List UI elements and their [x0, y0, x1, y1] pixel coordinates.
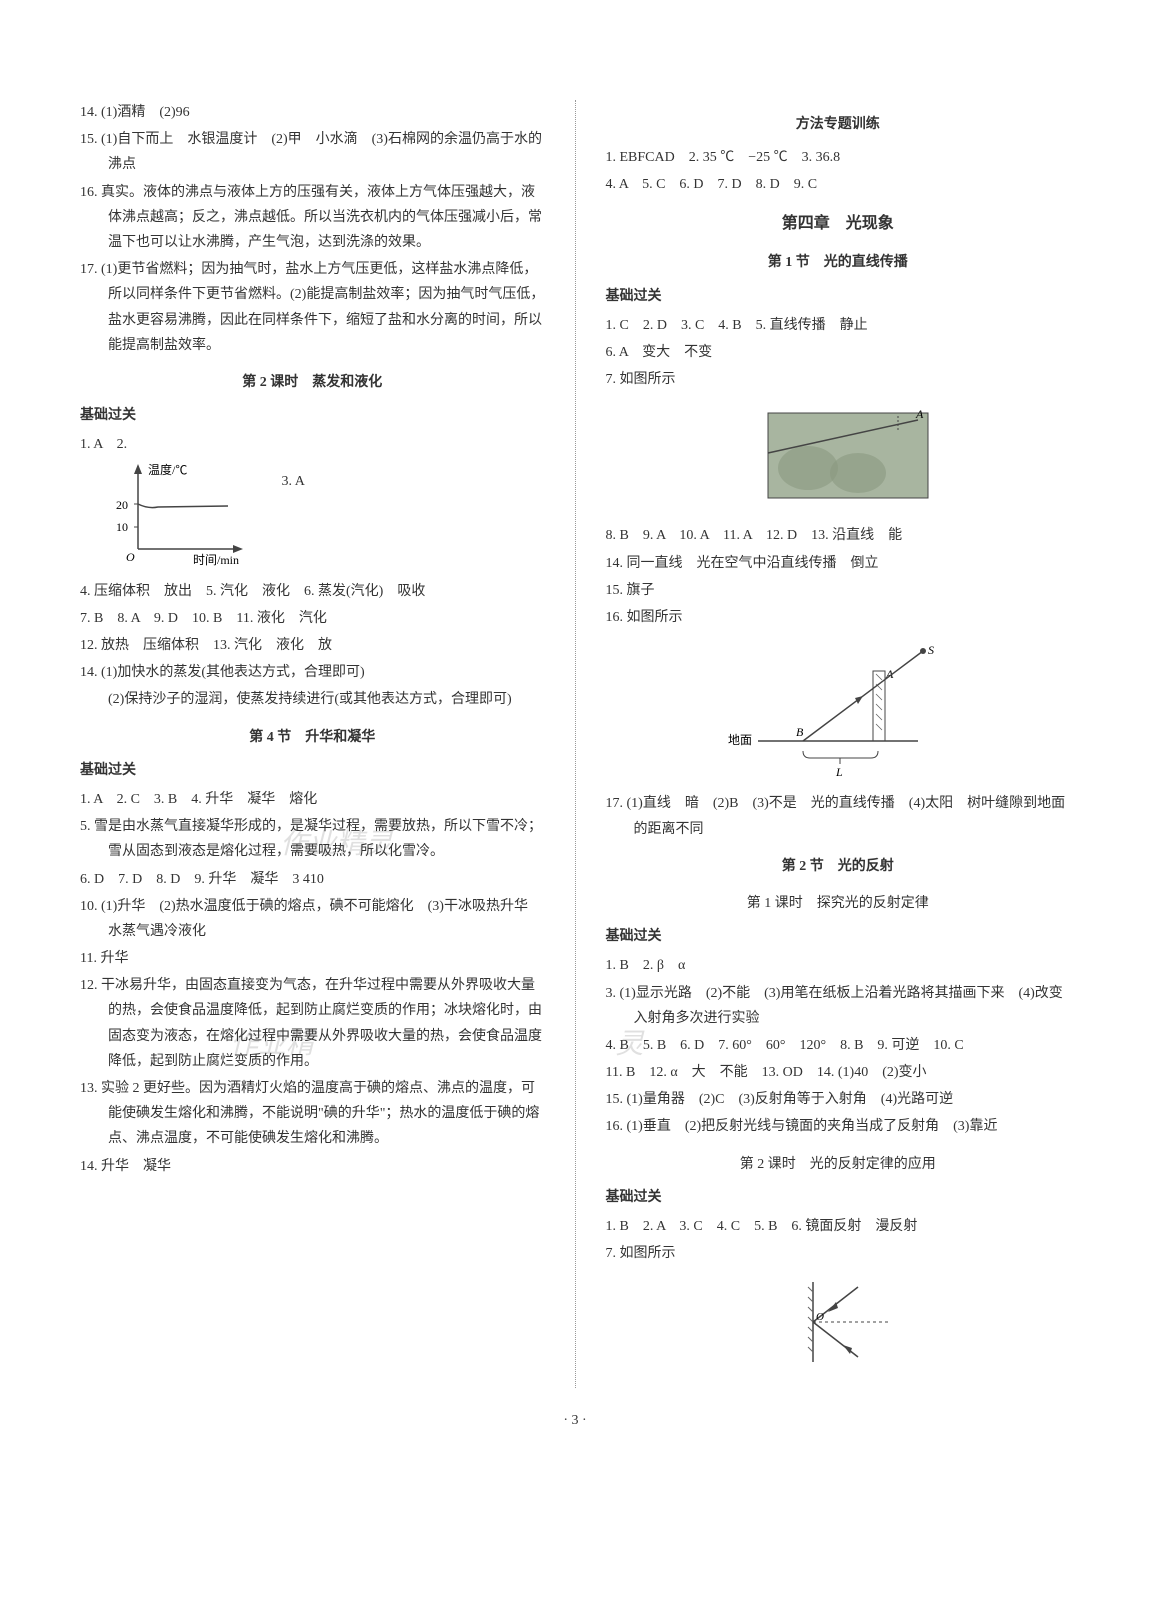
page-container: 14. (1)酒精 (2)96 15. (1)自下而上 水银温度计 (2)甲 小… [80, 100, 1070, 1388]
answer-item: 8. B 9. A 10. A 11. A 12. D 13. 沿直线 能 [606, 523, 1071, 548]
answer-item: 14. 同一直线 光在空气中沿直线传播 倒立 [606, 551, 1071, 576]
diagram-label: A [915, 407, 924, 421]
subsection-label: 基础过关 [606, 924, 1071, 949]
subsection-label: 基础过关 [606, 1185, 1071, 1210]
section-title: 方法专题训练 [606, 112, 1071, 137]
answer-item: 1. A 2. C 3. B 4. 升华 凝华 熔化 [80, 787, 545, 812]
diagram-container: 地面 A S B L [606, 636, 1071, 785]
answer-item: 14. 升华 凝华 [80, 1154, 545, 1179]
answer-item: 4. A 5. C 6. D 7. D 8. D 9. C [606, 172, 1071, 197]
answer-item: 15. (1)自下而上 水银温度计 (2)甲 小水滴 (3)石棉网的余温仍高于水… [80, 127, 545, 177]
chart-ytick: 10 [116, 520, 128, 534]
section-title: 第 1 节 光的直线传播 [606, 250, 1071, 275]
light-diagram-2: 地面 A S B L [718, 636, 958, 776]
subsection-label: 基础过关 [80, 758, 545, 783]
diagram-label: 地面 [728, 733, 752, 747]
answer-item: 10. (1)升华 (2)热水温度低于碘的熔点，碘不可能熔化 (3)干冰吸热升华… [80, 894, 545, 944]
section-title: 第 4 节 升华和凝华 [80, 725, 545, 750]
answer-item: 7. 如图所示 [606, 1241, 1071, 1266]
answer-item: 1. C 2. D 3. C 4. B 5. 直线传播 静止 [606, 313, 1071, 338]
lesson-title: 第 1 课时 探究光的反射定律 [606, 891, 1071, 916]
answer-item: 12. 干冰易升华，由固态直接变为气态，在升华过程中需要从外界吸收大量的热，会使… [80, 973, 545, 1074]
chart-ytick: 20 [116, 498, 128, 512]
diagram-container: O [606, 1272, 1071, 1381]
answer-item: 1. B 2. β α [606, 953, 1071, 978]
answer-item: 11. 升华 [80, 946, 545, 971]
answer-item: 15. (1)量角器 (2)C (3)反射角等于入射角 (4)光路可逆 [606, 1087, 1071, 1112]
answer-item: 1. A 2. [80, 432, 545, 457]
page-number: · 3 · [80, 1408, 1070, 1433]
diagram-label: L [835, 765, 843, 776]
answer-item: 5. 雪是由水蒸气直接凝华形成的，是凝华过程，需要放热，所以下雪不冷；雪从固态到… [80, 814, 545, 864]
column-divider [575, 100, 576, 1388]
answer-item: 1. EBFCAD 2. 35 ℃ −25 ℃ 3. 36.8 [606, 145, 1071, 170]
answer-item: 16. 如图所示 [606, 605, 1071, 630]
answer-item: 14. (1)酒精 (2)96 [80, 100, 545, 125]
right-column: 方法专题训练 1. EBFCAD 2. 35 ℃ −25 ℃ 3. 36.8 4… [606, 100, 1071, 1388]
light-diagram-1: A [738, 398, 938, 508]
section-title: 第 2 课时 蒸发和液化 [80, 370, 545, 395]
answer-item: 6. D 7. D 8. D 9. 升华 凝华 3 410 [80, 867, 545, 892]
answer-item: 4. B 5. B 6. D 7. 60° 60° 120° 8. B 9. 可… [606, 1033, 1071, 1058]
subsection-label: 基础过关 [606, 284, 1071, 309]
answer-item: 7. B 8. A 9. D 10. B 11. 液化 汽化 [80, 606, 545, 631]
answer-item: (2)保持沙子的湿润，使蒸发持续进行(或其他表达方式，合理即可) [80, 687, 545, 712]
chart-ylabel: 温度/℃ [148, 462, 187, 477]
answer-item: 12. 放热 压缩体积 13. 汽化 液化 放 [80, 633, 545, 658]
diagram-label: B [796, 725, 804, 739]
answer-item: 6. A 变大 不变 [606, 340, 1071, 365]
answer-item: 14. (1)加快水的蒸发(其他表达方式，合理即可) [80, 660, 545, 685]
subsection-label: 基础过关 [80, 403, 545, 428]
answer-item: 4. 压缩体积 放出 5. 汽化 液化 6. 蒸发(汽化) 吸收 [80, 579, 545, 604]
answer-item: 16. 真实。液体的沸点与液体上方的压强有关，液体上方气体压强越大，液体沸点越高… [80, 180, 545, 256]
chart-xlabel: 时间/min [193, 553, 239, 567]
chart-origin: O [126, 550, 135, 564]
answer-item: 11. B 12. α 大 不能 13. OD 14. (1)40 (2)变小 [606, 1060, 1071, 1085]
section-title: 第 2 节 光的反射 [606, 854, 1071, 879]
answer-item: 7. 如图所示 [606, 367, 1071, 392]
answer-item: 15. 旗子 [606, 578, 1071, 603]
answer-item: 1. B 2. A 3. C 4. C 5. B 6. 镜面反射 漫反射 [606, 1214, 1071, 1239]
reflection-diagram: O [758, 1272, 918, 1372]
temperature-chart: 温度/℃ 20 10 O 时间/min [108, 459, 258, 569]
lesson-title: 第 2 课时 光的反射定律的应用 [606, 1152, 1071, 1177]
diagram-container: A [606, 398, 1071, 517]
left-column: 14. (1)酒精 (2)96 15. (1)自下而上 水银温度计 (2)甲 小… [80, 100, 545, 1388]
answer-item: 16. (1)垂直 (2)把反射光线与镜面的夹角当成了反射角 (3)靠近 [606, 1114, 1071, 1139]
answer-item: 17. (1)更节省燃料；因为抽气时，盐水上方气压更低，这样盐水沸点降低，所以同… [80, 257, 545, 358]
answer-item: 3. (1)显示光路 (2)不能 (3)用笔在纸板上沿着光路将其描画下来 (4)… [606, 981, 1071, 1031]
diagram-label: S [928, 643, 934, 657]
answer-item: 3. A [282, 474, 305, 489]
chapter-title: 第四章 光现象 [606, 210, 1071, 239]
answer-item: 17. (1)直线 暗 (2)B (3)不是 光的直线传播 (4)太阳 树叶缝隙… [606, 791, 1071, 841]
temperature-chart-container: 温度/℃ 20 10 O 时间/min 3. A [80, 459, 545, 578]
diagram-label: O [816, 1311, 824, 1323]
answer-item: 13. 实验 2 更好些。因为酒精灯火焰的温度高于碘的熔点、沸点的温度，可能使碘… [80, 1076, 545, 1152]
